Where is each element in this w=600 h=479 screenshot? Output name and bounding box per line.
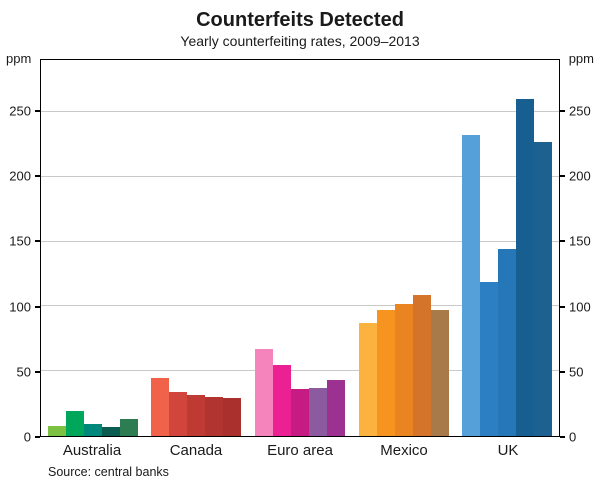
- grid-line: [41, 240, 559, 242]
- bar-2013: [326, 380, 345, 436]
- y-tick-mark: [560, 305, 565, 308]
- category-label-mexico: Mexico: [380, 442, 428, 459]
- bar-2013: [119, 419, 138, 436]
- y-tick-label: 200: [9, 168, 31, 184]
- y-tick-mark: [35, 240, 40, 243]
- plot-area: [40, 59, 560, 437]
- y-axis-left: 0 50 100 150 200 250: [0, 59, 40, 445]
- bar-2010: [272, 364, 291, 436]
- bar-2012: [101, 426, 120, 436]
- y-tick-label: 0: [23, 429, 31, 445]
- chart-area: ppm ppm 0 50 100 150 200 250 0 50 100 150 200 250 …: [0, 51, 600, 479]
- y-tick-label: 100: [9, 299, 31, 315]
- bar-2012: [308, 388, 327, 436]
- y-tick-mark: [560, 175, 565, 178]
- grid-line: [41, 370, 559, 372]
- y-tick-mark: [560, 370, 565, 373]
- unit-label-left: ppm: [6, 51, 32, 66]
- bar-2013: [430, 310, 449, 436]
- y-tick-label: 50: [16, 364, 31, 380]
- y-tick-label: 150: [9, 233, 31, 249]
- chart-subtitle: Yearly counterfeiting rates, 2009–2013: [180, 33, 420, 49]
- y-axis-right: 0 50 100 150 200 250: [560, 59, 600, 445]
- bar-2011: [394, 303, 413, 436]
- y-tick-mark: [35, 175, 40, 178]
- category-label-canada: Canada: [169, 442, 223, 459]
- bar-2009: [462, 135, 481, 436]
- chart-title: Counterfeits Detected: [196, 9, 404, 31]
- bar-2009: [151, 377, 170, 436]
- bars-layer: [41, 60, 559, 436]
- y-tick-mark: [35, 305, 40, 308]
- category-label-uk: UK: [497, 442, 519, 459]
- category-label-australia: Australia: [62, 442, 122, 459]
- bar-2011: [498, 249, 517, 436]
- bar-2009: [358, 323, 377, 436]
- y-tick-mark: [35, 436, 40, 438]
- bar-2012: [205, 397, 224, 436]
- bar-2012: [516, 98, 535, 436]
- bar-2013: [223, 398, 242, 436]
- bar-2011: [290, 389, 309, 436]
- source-note: Source: central banks: [48, 465, 169, 479]
- bar-group-australia: [41, 60, 145, 436]
- bar-2010: [65, 411, 84, 436]
- unit-label-right: ppm: [568, 51, 594, 66]
- category-label-euro-area: Euro area: [267, 442, 333, 459]
- bar-2009: [254, 349, 273, 436]
- bar-group-uk: [455, 60, 559, 436]
- y-tick-mark: [560, 436, 565, 438]
- bar-2011: [83, 424, 102, 436]
- bar-2013: [534, 141, 553, 436]
- y-tick-mark: [35, 110, 40, 113]
- y-tick-label: 50: [569, 364, 584, 380]
- y-tick-label: 250: [569, 103, 591, 119]
- y-tick-label: 150: [569, 233, 591, 249]
- bar-2011: [187, 394, 206, 436]
- grid-line: [41, 110, 559, 112]
- bar-group-mexico: [352, 60, 456, 436]
- bar-2012: [412, 294, 431, 436]
- bar-group-canada: [145, 60, 249, 436]
- y-tick-label: 200: [569, 168, 591, 184]
- y-tick-label: 250: [9, 103, 31, 119]
- y-tick-mark: [560, 240, 565, 243]
- x-axis-labels: Australia Canada Euro area Mexico UK: [40, 439, 560, 463]
- bar-2010: [376, 310, 395, 436]
- grid-line: [41, 175, 559, 177]
- bar-2010: [480, 281, 499, 436]
- y-tick-label: 100: [569, 299, 591, 315]
- grid-line: [41, 305, 559, 307]
- bar-2010: [169, 391, 188, 436]
- bar-2009: [47, 425, 66, 436]
- bar-group-euro-area: [248, 60, 352, 436]
- y-tick-mark: [35, 370, 40, 373]
- y-tick-mark: [560, 110, 565, 113]
- y-tick-label: 0: [569, 429, 577, 445]
